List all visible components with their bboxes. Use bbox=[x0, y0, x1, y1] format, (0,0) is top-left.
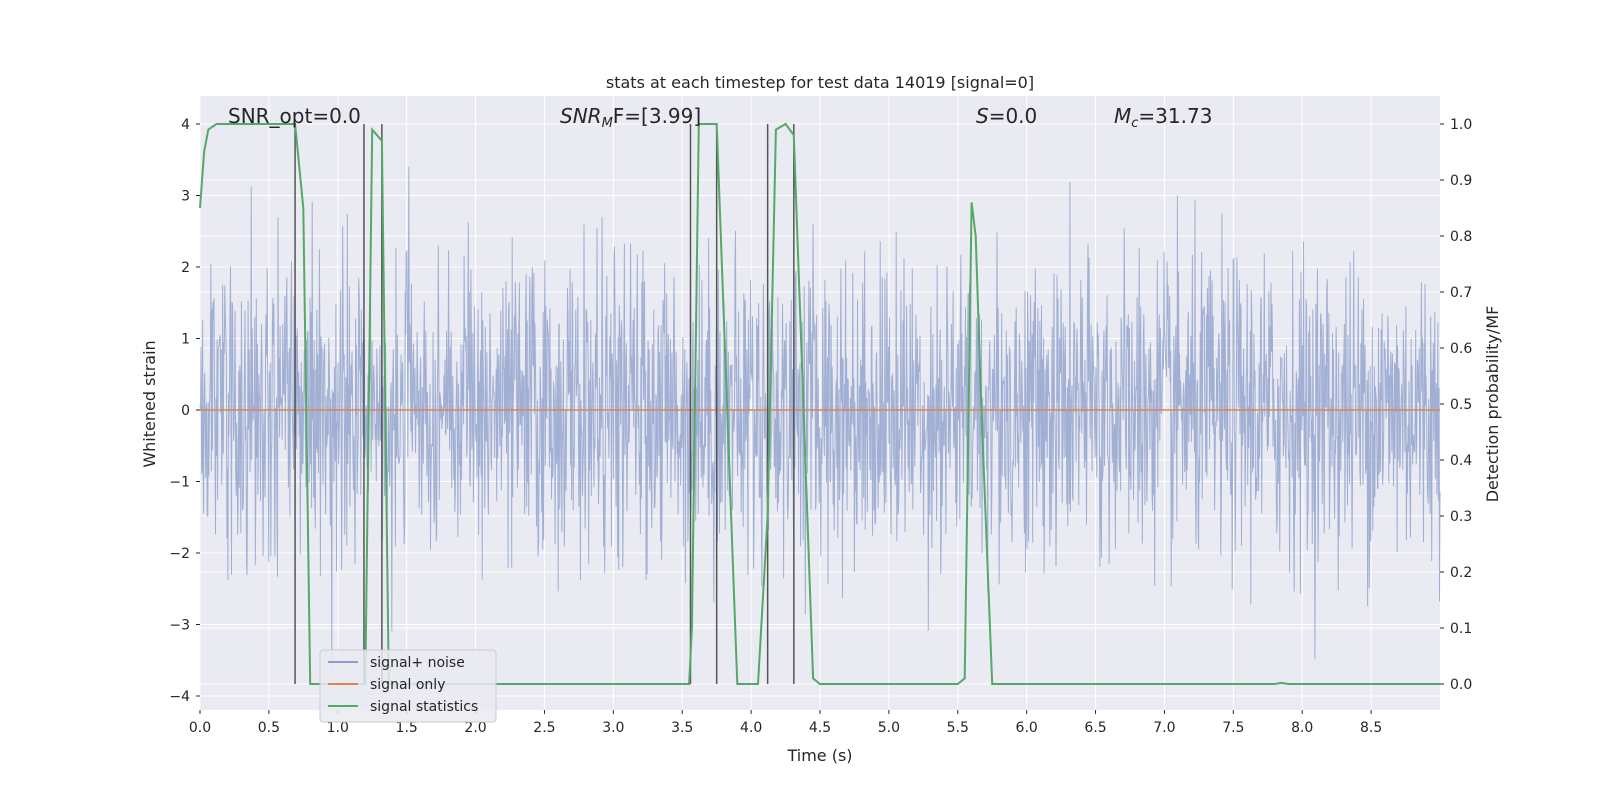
right-y-tick-label: 0.4 bbox=[1450, 453, 1472, 469]
x-tick-label: 5.5 bbox=[947, 720, 969, 736]
signal-plus-noise-series bbox=[199, 166, 1441, 669]
left-y-tick-label: −4 bbox=[169, 689, 190, 705]
annotation-s: S=0.0 bbox=[976, 104, 1037, 128]
annotation-mc-symbol: M bbox=[1114, 104, 1131, 128]
annotation-mc-subscript: c bbox=[1131, 116, 1138, 131]
right-y-tick-label: 0.3 bbox=[1450, 509, 1472, 525]
x-tick-label: 1.0 bbox=[327, 720, 349, 736]
annotation-snr-opt: SNR_opt=0.0 bbox=[228, 104, 361, 128]
x-tick-label: 7.5 bbox=[1222, 720, 1244, 736]
x-tick-label: 3.5 bbox=[671, 720, 693, 736]
right-y-axis-ticks: 1.0 0.9 0.8 0.7 0.6 0.5 0.4 0.3 0.2 0.1 0.0 bbox=[1440, 117, 1472, 693]
annotation-mc-value: =31.73 bbox=[1138, 104, 1212, 128]
annotation-mc: Mc=31.73 bbox=[1114, 104, 1212, 131]
x-axis-label: Time (s) bbox=[786, 746, 852, 765]
left-y-tick-label: 1 bbox=[181, 332, 190, 348]
annotation-snr-mf: SNRMF=[3.99] bbox=[560, 104, 701, 131]
annotation-snr-mf-value: F=[3.99] bbox=[613, 104, 701, 128]
annotation-snr-mf-subscript: M bbox=[602, 116, 613, 131]
x-tick-label: 4.5 bbox=[809, 720, 831, 736]
chart-title: stats at each timestep for test data 140… bbox=[606, 73, 1034, 92]
annotation-s-value: =0.0 bbox=[989, 104, 1038, 128]
right-y-tick-label: 0.7 bbox=[1450, 285, 1472, 301]
x-tick-label: 6.5 bbox=[1084, 720, 1106, 736]
vertical-marker-lines bbox=[294, 124, 795, 684]
noise-trace bbox=[199, 166, 1441, 669]
x-tick-label: 7.0 bbox=[1153, 720, 1175, 736]
right-y-tick-label: 0.9 bbox=[1450, 173, 1472, 189]
left-y-tick-label: 3 bbox=[181, 189, 190, 205]
left-y-tick-label: 0 bbox=[181, 403, 190, 419]
x-tick-label: 8.0 bbox=[1291, 720, 1313, 736]
legend-label-statistics: signal statistics bbox=[370, 699, 478, 715]
right-y-axis-label: Detection probability/MF bbox=[1483, 306, 1502, 503]
x-axis-ticks: 0.0 0.5 1.0 1.5 2.0 2.5 3.0 3.5 4.0 4.5 5.0 5.5 6.0 6… bbox=[189, 710, 1382, 736]
statistics-line bbox=[199, 122, 1440, 685]
legend-label-signal-only: signal only bbox=[370, 677, 445, 693]
x-tick-label: 4.0 bbox=[740, 720, 762, 736]
left-y-tick-label: −1 bbox=[169, 475, 190, 491]
right-y-tick-label: 0.0 bbox=[1450, 677, 1472, 693]
x-tick-label: 8.5 bbox=[1360, 720, 1382, 736]
left-y-tick-label: −2 bbox=[169, 546, 190, 562]
left-y-axis-label: Whitened strain bbox=[140, 340, 159, 467]
right-y-tick-label: 0.5 bbox=[1450, 397, 1472, 413]
right-y-tick-label: 0.6 bbox=[1450, 341, 1472, 357]
left-y-axis-ticks: 4 3 2 1 0 −1 −2 −3 −4 bbox=[169, 117, 200, 705]
annotation-snr-mf-symbol: SNR bbox=[560, 104, 602, 128]
legend-label-noise: signal+ noise bbox=[370, 655, 465, 671]
right-y-tick-label: 0.8 bbox=[1450, 229, 1472, 245]
left-y-tick-label: 2 bbox=[181, 260, 190, 276]
annotation-s-symbol: S bbox=[976, 104, 989, 128]
legend-box bbox=[319, 649, 497, 723]
right-y-tick-label: 1.0 bbox=[1450, 117, 1472, 133]
signal-statistics-series bbox=[199, 122, 1440, 685]
x-tick-label: 5.0 bbox=[878, 720, 900, 736]
x-tick-label: 0.0 bbox=[189, 720, 211, 736]
x-tick-label: 2.5 bbox=[533, 720, 555, 736]
right-y-tick-label: 0.1 bbox=[1450, 621, 1472, 637]
left-y-tick-label: 4 bbox=[181, 117, 190, 133]
x-tick-label: 0.5 bbox=[258, 720, 280, 736]
x-tick-label: 3.0 bbox=[602, 720, 624, 736]
x-tick-label: 6.0 bbox=[1016, 720, 1038, 736]
x-tick-label: 2.0 bbox=[464, 720, 486, 736]
right-y-tick-label: 0.2 bbox=[1450, 565, 1472, 581]
grid bbox=[199, 96, 1440, 710]
left-y-tick-label: −3 bbox=[169, 618, 190, 634]
x-tick-label: 1.5 bbox=[396, 720, 418, 736]
legend: signal+ noise signal only signal statist… bbox=[319, 649, 497, 723]
